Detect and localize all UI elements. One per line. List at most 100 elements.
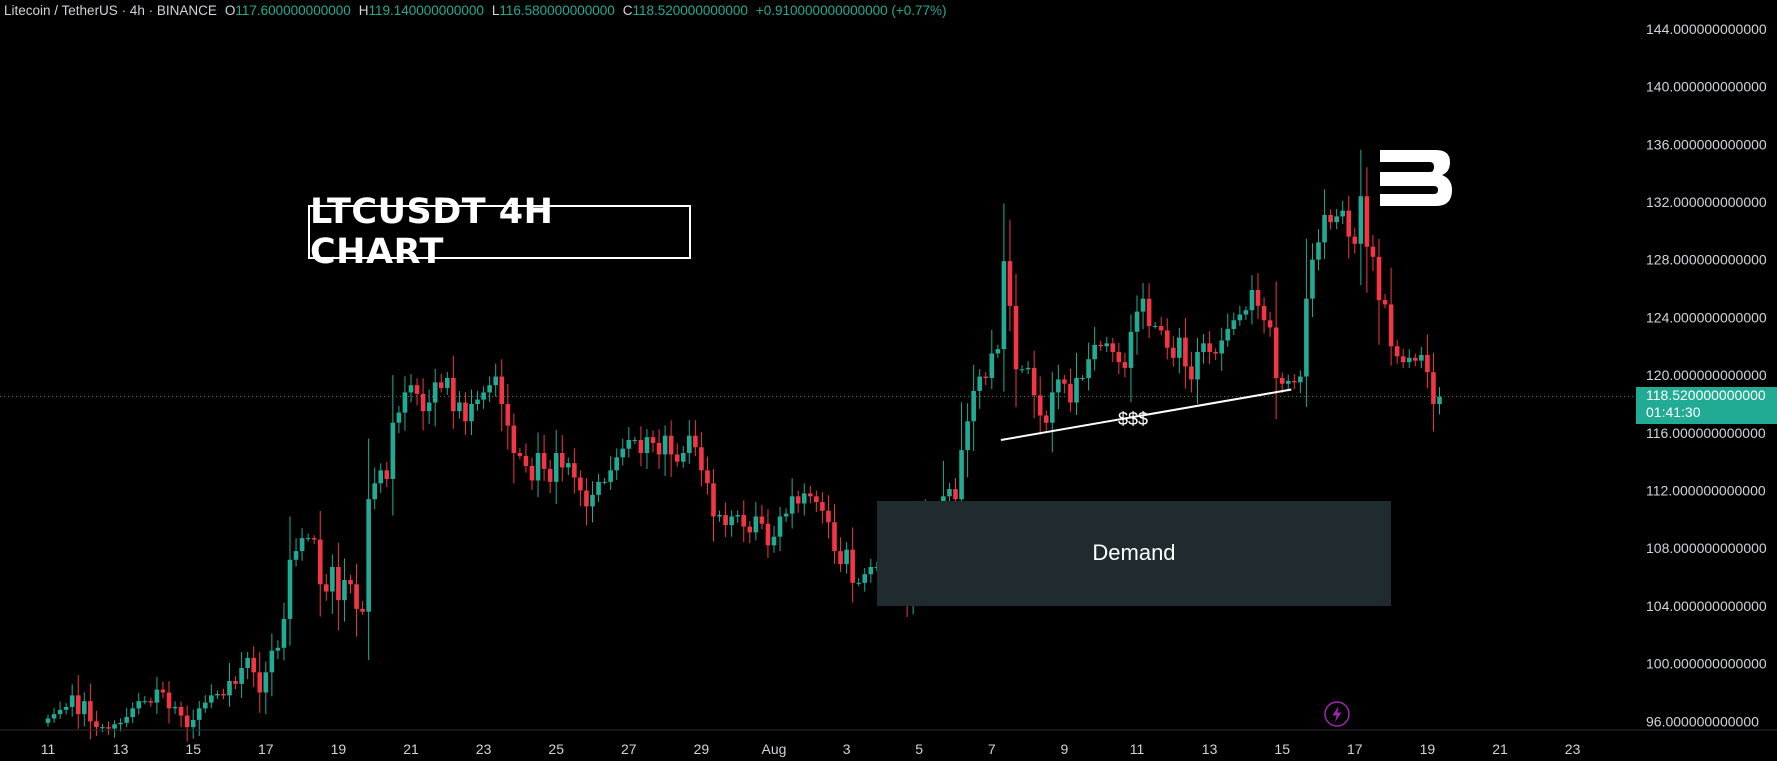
candle-body — [88, 701, 93, 722]
candle-body — [1104, 343, 1110, 347]
time-tick-label: 3 — [843, 741, 851, 757]
candle — [1285, 374, 1291, 392]
candle-body — [112, 724, 117, 729]
candle-body — [1140, 298, 1146, 312]
candle — [699, 432, 704, 487]
candle — [112, 720, 117, 738]
candle-body — [965, 421, 970, 451]
candle-body — [1189, 366, 1194, 380]
candle-body — [1110, 343, 1116, 353]
candle — [1304, 238, 1309, 407]
candle — [354, 563, 359, 637]
candle-body — [1267, 320, 1273, 328]
candle-body — [850, 549, 855, 583]
candle — [523, 443, 529, 473]
candle — [680, 446, 686, 468]
candle — [1382, 294, 1388, 309]
price-tick-label: 108.000000000000 — [1646, 540, 1767, 556]
candle — [142, 695, 148, 705]
candle — [124, 707, 129, 728]
candle — [215, 690, 220, 699]
candle-body — [977, 376, 982, 391]
candle-body — [705, 470, 710, 484]
candle-body — [789, 496, 795, 514]
candle-body — [626, 440, 632, 449]
candle-body — [63, 706, 69, 710]
candle-body — [1068, 383, 1073, 403]
candle-body — [1098, 344, 1103, 347]
candle-body — [154, 689, 160, 703]
candle — [717, 510, 722, 522]
chart-title-box[interactable]: LTCUSDT 4H CHART — [308, 192, 691, 272]
candle — [269, 633, 275, 697]
candle — [1370, 234, 1376, 271]
candle — [783, 508, 789, 522]
candle — [384, 461, 390, 488]
candle — [463, 392, 468, 435]
candle-body — [1382, 300, 1388, 305]
candle-body — [130, 708, 135, 718]
candle — [493, 363, 498, 397]
candle — [1213, 348, 1218, 361]
candle-body — [971, 390, 976, 422]
lightning-icon[interactable] — [1324, 701, 1350, 727]
candle-body — [1304, 298, 1309, 377]
candle — [1013, 273, 1019, 408]
candle-body — [1431, 372, 1436, 404]
symbol-name[interactable]: Litecoin / TetherUS · 4h · BINANCE — [4, 3, 217, 18]
candle — [1086, 342, 1091, 391]
candle-body — [1279, 377, 1285, 384]
time-axis: 11 13 15 17 19 21 23 25 27 29 Aug 3 5 7 9 11 13 15 17 19 21 2… — [0, 729, 1777, 757]
candle-body — [572, 463, 577, 478]
candle-body — [378, 470, 384, 484]
time-tick-label: 15 — [1274, 741, 1290, 757]
candle-body — [638, 440, 644, 454]
candle-body — [662, 435, 668, 455]
candle — [402, 376, 408, 431]
candle — [426, 389, 432, 425]
candle-body — [723, 515, 728, 526]
candle — [1328, 209, 1333, 230]
candle — [160, 681, 166, 699]
candle-body — [1086, 359, 1091, 378]
candle-body — [559, 453, 565, 468]
time-tick-label: 13 — [113, 741, 129, 757]
candle-body — [1001, 261, 1007, 350]
time-tick-label: Aug — [762, 741, 787, 757]
candle-body — [844, 549, 849, 565]
candle-body — [172, 706, 178, 709]
candle-body — [1400, 356, 1406, 363]
candle-body — [590, 494, 595, 507]
candle — [330, 554, 335, 614]
candle-body — [257, 672, 263, 693]
candle — [1261, 297, 1267, 334]
candle — [1255, 273, 1261, 319]
time-tick-label: 25 — [548, 741, 564, 757]
candle-body — [602, 481, 607, 483]
candle-body — [1092, 344, 1097, 360]
candle-body — [360, 608, 365, 612]
candle — [541, 434, 547, 481]
candle — [862, 568, 868, 592]
candle-body — [584, 490, 589, 507]
time-tick-label: 19 — [331, 741, 347, 757]
candle — [656, 429, 662, 469]
demand-zone[interactable]: Demand — [876, 500, 1392, 606]
candle — [1279, 372, 1285, 394]
candle — [789, 478, 795, 529]
low-label: L — [491, 3, 500, 18]
candle — [844, 542, 849, 574]
candle-body — [517, 453, 523, 456]
candle — [590, 481, 595, 523]
price-tick-label: 100.000000000000 — [1646, 656, 1767, 672]
candle — [45, 714, 51, 727]
candle — [832, 504, 837, 564]
candle-body — [475, 399, 480, 404]
candle-body — [1437, 396, 1442, 404]
candle-body — [1310, 259, 1315, 299]
candle — [1104, 336, 1110, 353]
candle — [1225, 313, 1231, 347]
candle — [293, 538, 299, 567]
candle-body — [221, 693, 226, 696]
